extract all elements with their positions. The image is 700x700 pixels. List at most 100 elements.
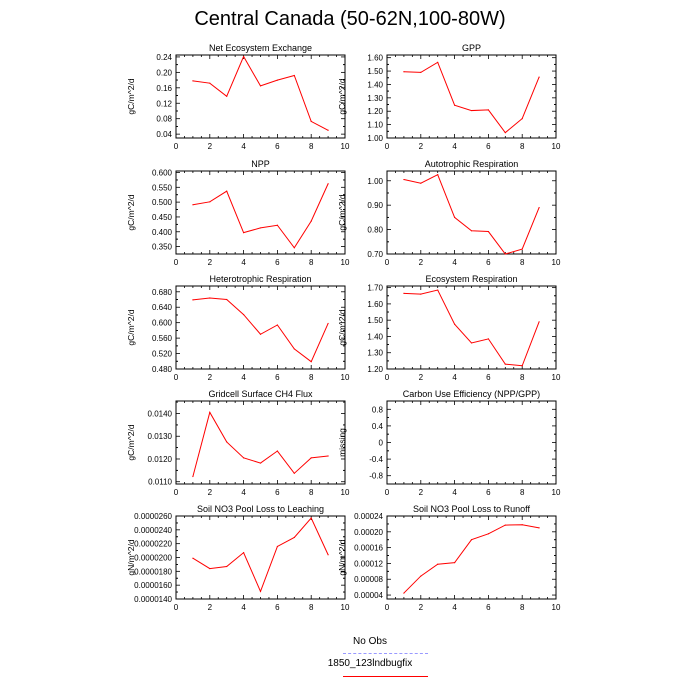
panel-title: Soil NO3 Pool Loss to Leaching [197,504,324,514]
x-tick-label: 6 [486,373,491,382]
y-tick-label: 0.80 [367,226,383,235]
x-tick-label: 10 [341,258,350,267]
data-point [259,333,262,335]
data-point [243,457,245,459]
data-point [293,247,295,249]
y-tick-label: 1.30 [367,349,383,358]
data-point [192,557,194,559]
y-tick-label: -0.4 [369,455,383,464]
data-point [310,361,312,363]
data-point [470,109,473,112]
data-point [276,79,278,81]
data-point [226,565,228,568]
y-tick-label: 1.10 [367,121,383,130]
data-point [209,201,211,203]
y-tick-label: 1.50 [367,67,383,76]
x-tick-label: 6 [275,142,280,151]
x-tick-label: 2 [208,488,213,497]
y-tick-label: 0.0000140 [134,595,172,604]
x-tick-label: 2 [419,603,424,612]
panel-title: GPP [462,43,481,53]
plot-frame [386,285,557,370]
data-point [454,216,456,218]
x-tick-label: 4 [452,603,457,612]
data-point [259,227,262,229]
x-tick-label: 6 [486,488,491,497]
y-axis-label: gN/m^2/d [126,539,136,575]
x-tick-label: 0 [174,142,179,151]
y-tick-label: 0.520 [152,350,173,359]
data-point [521,117,523,120]
panel-soil-no3-pool-loss-to-leaching: Soil NO3 Pool Loss to Leaching gN/m^2/d 0 2… [126,504,350,612]
y-tick-label: 0.08 [156,115,172,124]
x-tick-label: 0 [174,603,179,612]
y-axis-label: gN/m^2/d [337,539,347,575]
x-tick-label: 8 [520,488,525,497]
y-tick-label: 0.550 [152,183,173,192]
y-tick-label: 0.16 [156,84,172,93]
plot-frame [175,515,346,600]
data-point [487,230,489,233]
y-axis-label: missing [337,428,347,457]
y-tick-label: 0.90 [367,201,383,210]
data-point [226,95,228,97]
data-point [420,293,422,295]
x-tick-label: 4 [452,142,457,151]
y-tick-label: 0.0140 [148,410,173,419]
data-point [293,472,295,474]
y-tick-label: 0.600 [152,319,173,328]
series-line-1850-123lndbugfix [192,517,329,593]
x-tick-label: 0 [385,373,390,382]
x-tick-label: 0 [174,488,179,497]
data-point [327,129,329,131]
panel-soil-no3-pool-loss-to-runoff: Soil NO3 Pool Loss to Runoff gN/m^2/d 0 2 4 6… [337,504,561,612]
y-tick-label: 0.0000260 [134,512,172,521]
x-tick-label: 8 [520,258,525,267]
panel-gpp: GPP gC/m^2/d 0 2 4 6 8 10 1.00 1.10 1.20 1.30 1.40 1.… [337,43,561,151]
y-tick-label: 1.40 [367,80,383,89]
data-point [310,517,312,519]
panel-title: Heterotrophic Respiration [209,274,311,284]
series-line-1850-123lndbugfix [192,55,329,131]
data-point [437,174,439,176]
x-tick-label: 2 [208,603,213,612]
y-tick-label: 0.4 [372,422,384,431]
data-point [192,299,194,301]
x-tick-label: 8 [309,142,314,151]
data-point [538,527,540,529]
y-tick-label: 0.0000180 [134,567,172,576]
x-tick-label: 4 [452,373,457,382]
plot-frame [386,170,557,255]
y-axis-label: gC/m^2/d [126,194,136,230]
x-tick-label: 4 [241,142,246,151]
x-tick-label: 2 [419,373,424,382]
y-tick-label: 0.00004 [354,591,383,600]
panel-title: Autotrophic Respiration [425,159,519,169]
panel-gridcell-surface-ch4-flux: Gridcell Surface CH4 Flux gC/m^2/d 0 2 4 6 8 10… [126,389,350,497]
x-tick-label: 10 [552,142,561,151]
data-point [437,563,439,565]
x-tick-label: 0 [174,258,179,267]
y-tick-label: 0.450 [152,213,173,222]
x-tick-label: 8 [309,488,314,497]
y-tick-label: 0.0000200 [134,554,172,563]
series-line-1850-123lndbugfix [403,61,540,134]
panel-ecosystem-respiration: Ecosystem Respiration gC/m^2/d 0 2 4 6 8 10 1.20… [337,274,561,382]
data-point [243,313,245,316]
panel-title: Carbon Use Efficiency (NPP/GPP) [403,389,540,399]
series-line-1850-123lndbugfix [192,183,329,249]
data-point [259,590,262,592]
data-point [259,462,262,464]
x-tick-label: 2 [419,488,424,497]
x-tick-label: 8 [309,258,314,267]
x-tick-label: 10 [341,373,350,382]
x-tick-label: 0 [385,258,390,267]
data-point [209,411,211,413]
x-tick-label: 8 [520,142,525,151]
y-tick-label: 0.680 [152,288,173,297]
x-tick-label: 2 [208,373,213,382]
figure-title: Central Canada (50-62N,100-80W) [194,8,506,30]
data-point [293,74,295,77]
series-line-1850-123lndbugfix [403,289,540,367]
